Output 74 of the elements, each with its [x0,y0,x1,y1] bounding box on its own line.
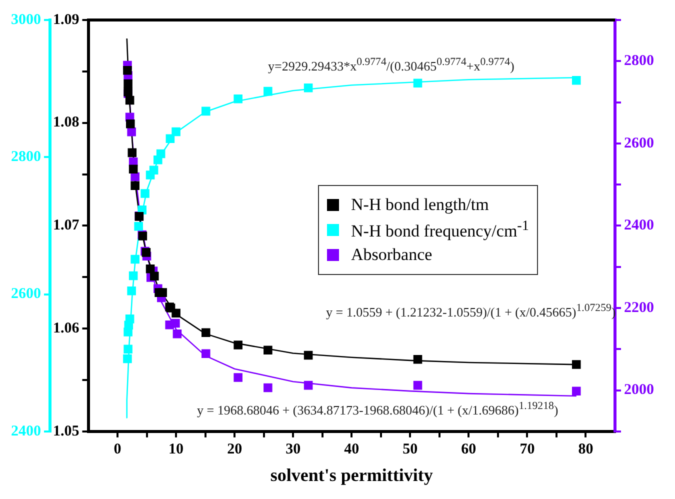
x-tick-label: 40 [344,441,360,458]
point [128,148,137,158]
point [172,308,180,318]
y2-tick-label: 2200 [624,300,654,316]
point [128,164,138,174]
point [172,127,180,136]
y2-tick-label: 2600 [624,135,654,152]
annotation: y = 1.0559 + (1.21232-1.0559)/(1 + (x/0.45665)$^{1.07259}$) [326,302,616,320]
x-tick-label: 0 [114,441,122,458]
point [572,76,581,85]
point [125,314,134,324]
y-tick-label: 1.09 [53,12,80,28]
point [130,172,140,182]
point [130,254,140,264]
x-tick-label: 70 [520,441,535,458]
point [124,79,132,88]
legend-label: N-H bond frequency/cm$^{-1}$ [351,218,529,242]
point [304,350,313,360]
point [134,222,143,231]
point [234,94,242,104]
point [127,286,136,296]
point [304,83,313,92]
x-tick-label: 10 [168,441,184,458]
x-axis-title: solvent's permittivity [270,464,433,485]
y-tick-label: 1.07 [53,218,80,234]
point [264,383,272,392]
point [234,340,242,350]
x-tick-label: 80 [578,441,594,458]
point [234,373,242,382]
y2-tick-label: 2000 [624,382,654,398]
point [264,86,272,96]
point [572,386,581,396]
point [413,380,422,390]
y3-tick-label: 3000 [11,12,41,28]
legend-label: Absorbance [351,244,432,265]
point [127,128,136,136]
point [140,189,150,198]
annotation: y=2929.29433*x$^{0.9774}$/(0.30465$^{0.9774}$+x$^{0.9774}$) [268,56,514,74]
point [150,272,159,280]
y3-tick-label: 2400 [11,423,41,440]
point [149,166,158,175]
point [166,134,175,144]
point [130,181,140,190]
y-tick-label: 1.06 [53,320,80,336]
point [158,288,167,297]
point [202,349,210,358]
point [172,330,182,338]
y3-tick-label: 2800 [11,149,41,166]
y-tick-label: 1.08 [53,114,80,131]
point [156,149,166,158]
y3-tick-label: 2600 [11,286,41,302]
point [124,344,132,354]
point [572,360,581,369]
point [202,106,210,116]
y2-tick-label: 2800 [624,53,654,70]
point [123,66,132,75]
point [202,328,210,338]
x-tick-label: 30 [286,441,301,458]
point [125,96,134,105]
point [413,355,422,364]
point [264,346,272,355]
x-tick-label: 60 [461,441,476,458]
x-tick-label: 50 [402,441,418,458]
legend-label: N-H bond length/tm [351,195,489,215]
x-tick-label: 20 [227,441,242,458]
point [304,380,313,390]
point [123,354,132,364]
y2-tick-label: 2400 [624,218,654,234]
point [128,271,138,280]
point [126,119,135,128]
y-tick-label: 1.05 [53,423,80,440]
point [171,318,180,328]
annotation: y = 1968.68046 + (3634.87173-1968.68046)/(1 + (x/1.69686)$^{1.19218}$) [197,400,558,418]
point [413,78,422,88]
